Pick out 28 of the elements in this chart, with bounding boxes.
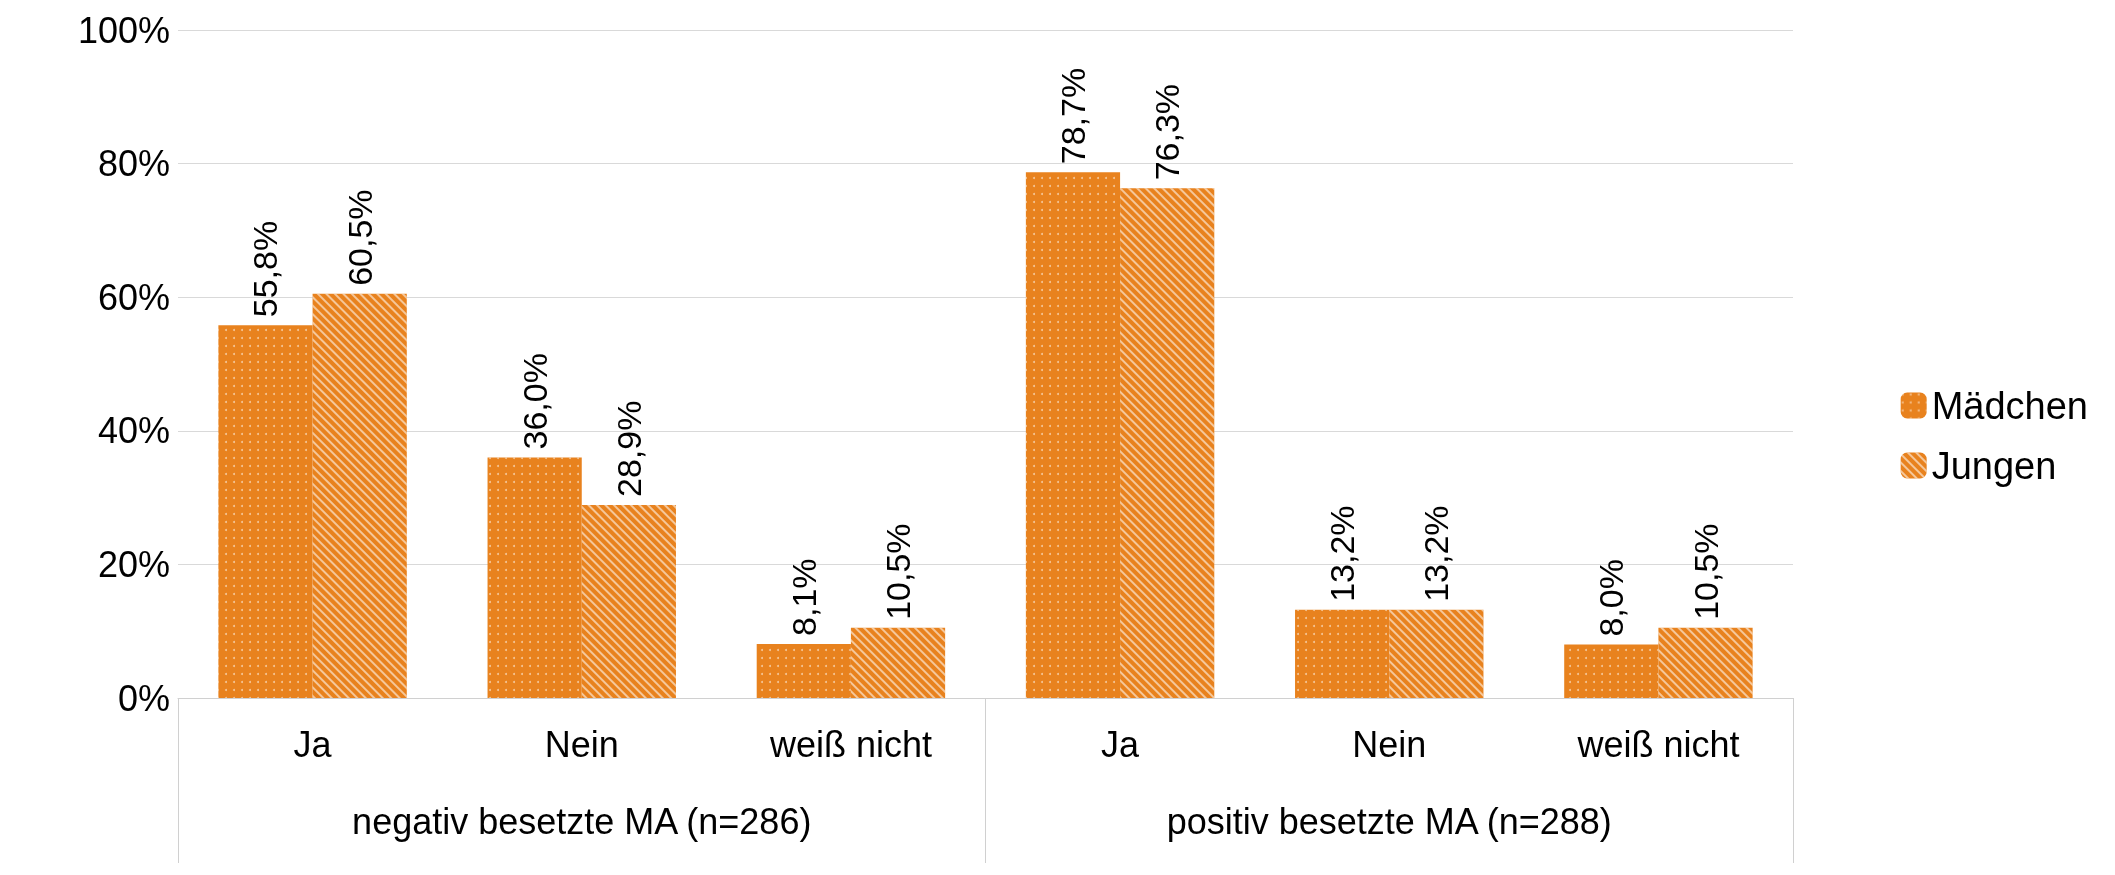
x-tick-label: Ja xyxy=(1101,723,1141,765)
y-tick-label: 20% xyxy=(97,543,170,585)
y-tick-label: 80% xyxy=(97,143,170,185)
data-label: 8,0% xyxy=(1592,559,1631,637)
data-label: 76,3% xyxy=(1148,83,1187,181)
text: positiv besetzte MA (n=288) xyxy=(1166,800,1612,842)
data-label: 10,5% xyxy=(879,523,918,620)
text: negativ besetzte MA (n=286) xyxy=(352,800,812,842)
x-tick-label: weiß nicht xyxy=(768,723,932,765)
data-label: 36,0% xyxy=(515,353,554,450)
data-label: 60,5% xyxy=(340,189,379,286)
data-label: 28,9% xyxy=(609,400,648,497)
data-label: 8,1% xyxy=(784,558,823,636)
legend-label: Mädchen xyxy=(1931,384,2088,427)
y-tick-label: 0% xyxy=(117,677,170,719)
x-tick-label: weiß nicht xyxy=(1576,723,1740,765)
data-label: 13,2% xyxy=(1417,505,1456,602)
data-label: 78,7% xyxy=(1053,67,1092,165)
y-tick-label: 40% xyxy=(97,410,170,452)
legend-label: Jungen xyxy=(1931,444,2057,487)
x-tick-label: Nein xyxy=(1352,723,1427,765)
y-tick-label: 100% xyxy=(77,9,170,51)
data-label: 10,5% xyxy=(1686,523,1725,620)
data-label: 55,8% xyxy=(246,220,285,318)
x-tick-label: Ja xyxy=(293,723,333,765)
data-label: 13,2% xyxy=(1323,505,1362,602)
x-tick-label: Nein xyxy=(544,723,619,765)
y-tick-label: 60% xyxy=(97,276,170,318)
